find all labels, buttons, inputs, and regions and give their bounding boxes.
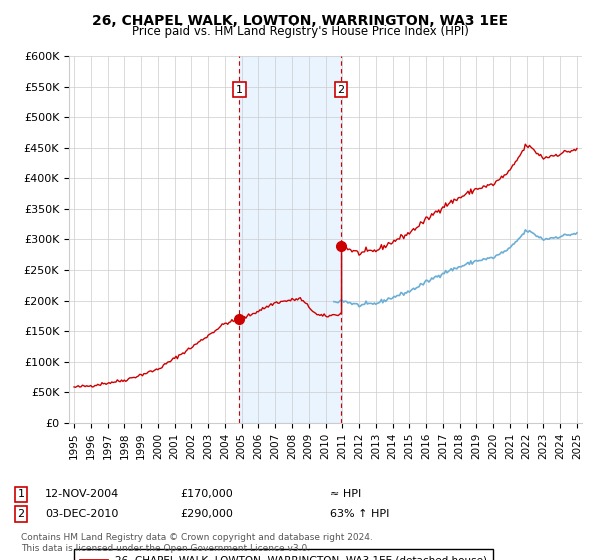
Legend: 26, CHAPEL WALK, LOWTON, WARRINGTON, WA3 1EE (detached house), HPI: Average pric: 26, CHAPEL WALK, LOWTON, WARRINGTON, WA3… bbox=[74, 549, 493, 560]
Text: Contains HM Land Registry data © Crown copyright and database right 2024.
This d: Contains HM Land Registry data © Crown c… bbox=[21, 533, 373, 553]
Text: 12-NOV-2004: 12-NOV-2004 bbox=[45, 489, 119, 500]
Text: £290,000: £290,000 bbox=[180, 509, 233, 519]
Text: ≈ HPI: ≈ HPI bbox=[330, 489, 361, 500]
Text: 2: 2 bbox=[337, 85, 344, 95]
Text: 63% ↑ HPI: 63% ↑ HPI bbox=[330, 509, 389, 519]
Text: Price paid vs. HM Land Registry's House Price Index (HPI): Price paid vs. HM Land Registry's House … bbox=[131, 25, 469, 38]
Text: 03-DEC-2010: 03-DEC-2010 bbox=[45, 509, 118, 519]
Text: 26, CHAPEL WALK, LOWTON, WARRINGTON, WA3 1EE: 26, CHAPEL WALK, LOWTON, WARRINGTON, WA3… bbox=[92, 14, 508, 28]
Text: 1: 1 bbox=[236, 85, 243, 95]
Text: 2: 2 bbox=[17, 509, 25, 519]
Bar bbox=[239, 56, 341, 423]
Text: 1: 1 bbox=[17, 489, 25, 500]
Text: £170,000: £170,000 bbox=[180, 489, 233, 500]
